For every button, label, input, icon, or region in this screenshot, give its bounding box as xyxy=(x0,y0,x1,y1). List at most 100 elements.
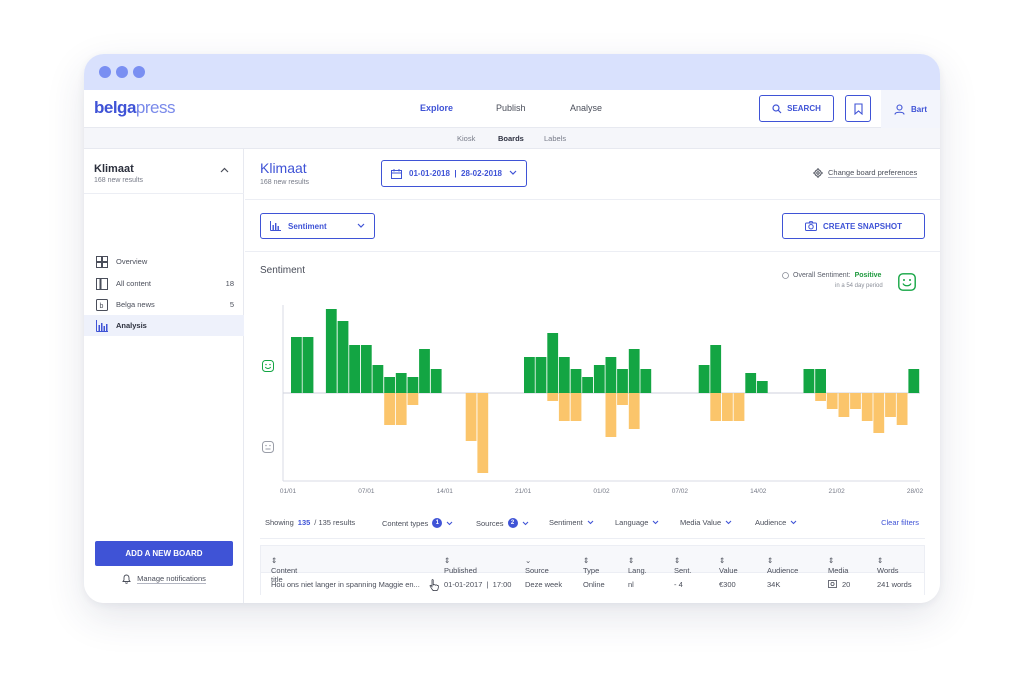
negative-bar[interactable] xyxy=(605,393,617,437)
bookmark-button[interactable] xyxy=(845,95,871,122)
filter-sentiment[interactable]: Sentiment xyxy=(549,518,594,527)
positive-bar[interactable] xyxy=(908,369,920,393)
negative-bar[interactable] xyxy=(628,393,640,429)
positive-bar[interactable] xyxy=(745,373,757,393)
positive-bar[interactable] xyxy=(524,357,535,393)
clear-filters-link[interactable]: Clear filters xyxy=(881,518,919,527)
positive-bar[interactable] xyxy=(698,365,710,393)
negative-bar[interactable] xyxy=(477,393,489,473)
negative-bar[interactable] xyxy=(570,393,582,421)
positive-bar[interactable] xyxy=(430,369,442,393)
change-board-preferences-link[interactable]: Change board preferences xyxy=(813,168,918,178)
negative-bar[interactable] xyxy=(710,393,722,421)
nav-publish[interactable]: Publish xyxy=(496,103,526,113)
positive-bar[interactable] xyxy=(325,309,337,393)
positive-bar[interactable] xyxy=(384,377,395,393)
logo[interactable]: belgapress xyxy=(94,98,175,117)
filter-content-types[interactable]: Content types 1 xyxy=(382,518,453,528)
positive-bar[interactable] xyxy=(756,381,768,393)
negative-bar[interactable] xyxy=(850,393,861,409)
col-words[interactable]: Words ⇕ xyxy=(877,556,899,575)
positive-bar[interactable] xyxy=(558,357,570,393)
create-snapshot-button[interactable]: CREATE SNAPSHOT xyxy=(782,213,925,239)
filter-media-value[interactable]: Media Value xyxy=(680,518,732,527)
manage-notifications-link[interactable]: Manage notifications xyxy=(84,574,244,584)
negative-bar[interactable] xyxy=(838,393,850,417)
sidebar-item-all-content[interactable]: All content 18 xyxy=(84,273,244,294)
negative-bar[interactable] xyxy=(722,393,733,421)
date-range-picker[interactable]: 01-01-2018 | 28-02-2018 xyxy=(381,160,527,187)
window-dot-icon[interactable] xyxy=(99,66,111,78)
table-row[interactable]: Hou ons niet langer in spanning Maggie e… xyxy=(260,573,925,595)
negative-bar[interactable] xyxy=(547,393,559,401)
positive-bar[interactable] xyxy=(395,373,407,393)
col-sentiment[interactable]: Sent. ⇕ xyxy=(674,556,692,575)
positive-bar[interactable] xyxy=(617,369,628,393)
positive-bar[interactable] xyxy=(419,349,430,393)
subnav-labels[interactable]: Labels xyxy=(544,134,567,143)
positive-bar[interactable] xyxy=(710,345,722,393)
nav-explore[interactable]: Explore xyxy=(420,103,454,113)
window-dot-icon[interactable] xyxy=(133,66,145,78)
negative-bar[interactable] xyxy=(885,393,896,417)
filter-language[interactable]: Language xyxy=(615,518,659,527)
nav-analyse[interactable]: Analyse xyxy=(570,103,603,113)
positive-bar[interactable] xyxy=(605,357,617,393)
col-source[interactable]: Source ⌄ xyxy=(525,556,549,575)
user-icon xyxy=(894,103,905,115)
positive-bar[interactable] xyxy=(570,369,582,393)
positive-bar[interactable] xyxy=(291,337,302,393)
negative-bar[interactable] xyxy=(826,393,838,409)
col-value[interactable]: Value ⇕ xyxy=(719,556,738,575)
negative-bar[interactable] xyxy=(407,393,419,405)
chevron-up-icon[interactable] xyxy=(220,167,229,173)
positive-bar[interactable] xyxy=(535,357,547,393)
negative-bar[interactable] xyxy=(861,393,873,421)
sidebar-item-analysis[interactable]: Analysis xyxy=(84,315,244,336)
subnav-boards[interactable]: Boards xyxy=(498,134,524,143)
main-content: Klimaat 168 new results 01-01-2018 | 28-… xyxy=(245,149,940,603)
cell-title[interactable]: Hou ons niet langer in spanning Maggie e… xyxy=(271,580,420,589)
sidebar-item-belga-news[interactable]: b Belga news 5 xyxy=(84,294,244,315)
positive-bar[interactable] xyxy=(302,337,314,393)
negative-bar[interactable] xyxy=(873,393,885,433)
pointer-cursor-icon xyxy=(429,579,439,591)
top-navigation: belgapress Explore Publish Analyse SEARC… xyxy=(84,90,940,128)
col-type[interactable]: Type ⇕ xyxy=(583,556,600,575)
positive-bar[interactable] xyxy=(640,369,652,393)
negative-bar[interactable] xyxy=(395,393,407,425)
negative-bar[interactable] xyxy=(384,393,395,425)
negative-bar[interactable] xyxy=(733,393,745,421)
negative-bar[interactable] xyxy=(617,393,628,405)
positive-bar[interactable] xyxy=(593,365,605,393)
positive-bar[interactable] xyxy=(360,345,372,393)
negative-bar[interactable] xyxy=(896,393,908,425)
negative-bar[interactable] xyxy=(558,393,570,421)
search-button[interactable]: SEARCH xyxy=(759,95,834,122)
filter-sources[interactable]: Sources 2 xyxy=(476,518,529,528)
positive-bar[interactable] xyxy=(337,321,349,393)
sidebar-item-overview[interactable]: Overview xyxy=(84,251,244,272)
col-media[interactable]: Media ⇕ xyxy=(828,556,849,575)
add-board-button[interactable]: ADD A NEW BOARD xyxy=(95,541,233,566)
col-published[interactable]: Published ⇕ xyxy=(444,556,477,575)
positive-bar[interactable] xyxy=(407,377,419,393)
subnav-kiosk[interactable]: Kiosk xyxy=(457,134,476,143)
filter-bar: Showing 135/ 135 results Content types 1 S… xyxy=(245,512,940,534)
analysis-type-select[interactable]: Sentiment xyxy=(260,213,375,239)
col-language[interactable]: Lang. ⇕ xyxy=(628,556,647,575)
negative-bar[interactable] xyxy=(465,393,477,441)
positive-bar[interactable] xyxy=(628,349,640,393)
positive-bar[interactable] xyxy=(372,365,384,393)
filter-audience[interactable]: Audience xyxy=(755,518,797,527)
positive-bar[interactable] xyxy=(547,333,559,393)
negative-bar[interactable] xyxy=(815,393,826,401)
col-content-title[interactable]: Content title ⇕ xyxy=(271,556,298,584)
positive-bar[interactable] xyxy=(815,369,826,393)
col-audience[interactable]: Audience ⇕ xyxy=(767,556,799,575)
positive-bar[interactable] xyxy=(803,369,815,393)
positive-bar[interactable] xyxy=(349,345,360,393)
positive-bar[interactable] xyxy=(582,377,593,393)
window-dot-icon[interactable] xyxy=(116,66,128,78)
user-menu[interactable]: Bart xyxy=(881,90,940,128)
